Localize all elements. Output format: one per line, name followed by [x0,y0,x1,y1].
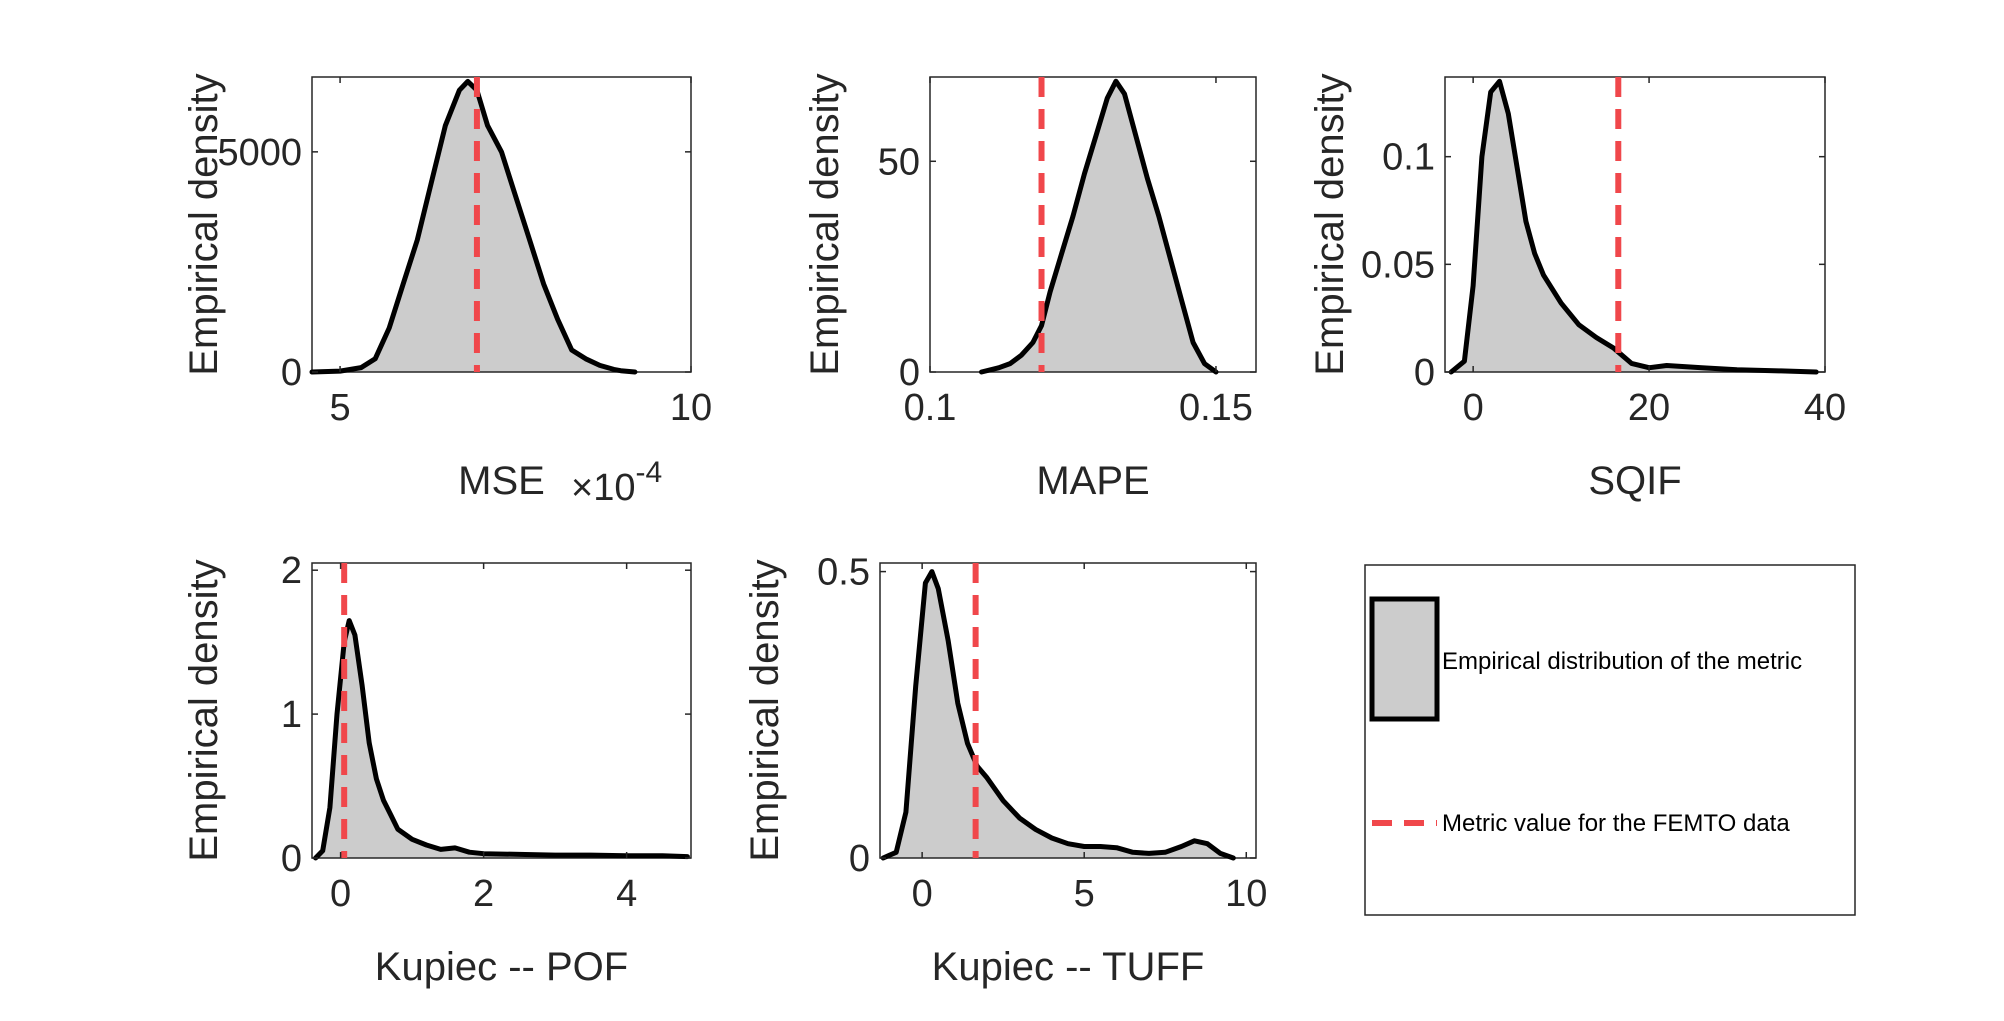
y-axis-label: Empirical density [803,73,847,375]
subplot-5: 0 5 10 0 0.5 Kupiec -- TUFF Empirical density [743,552,1267,989]
legend: Empirical distribution of the metric Met… [1364,564,1856,916]
x-tick-label: 5 [1074,873,1095,915]
legend-frame [1364,564,1856,916]
axes-box [929,76,1257,373]
subplot-3: 0 20 40 0 0.05 0.1 SQIF Empirical density [1308,73,1846,503]
density-area [312,81,635,373]
legend-item-distribution-label: Empirical distribution of the metric [1442,648,1802,675]
density-area [1451,81,1817,373]
y-axis-label: Empirical density [182,559,226,861]
subplot-1: 5 10 0 5000 MSE Empirical density ×10-4 [182,73,712,509]
x-tick-label: 0.1 [904,387,957,429]
y-tick-label: 50 [878,141,920,183]
x-tick-label: 20 [1628,387,1670,429]
density-curve [979,78,1219,375]
x-tick-label: 4 [616,873,637,915]
x-tick-label: 0 [330,873,351,915]
axes-box [311,76,692,373]
axes-box [1444,76,1826,373]
y-tick-label: 0 [899,352,920,394]
density-curve [309,78,638,375]
y-tick-label: 2 [281,550,302,592]
y-tick-label: 0 [1414,352,1435,394]
x-axis-label: Kupiec -- POF [375,945,628,989]
legend-item-reference-label: Metric value for the FEMTO data [1442,810,1790,837]
x-tick-label: 0 [912,873,933,915]
y-tick-label: 0.05 [1361,244,1435,286]
y-tick-label: 1 [281,694,302,736]
x-tick-label: 40 [1804,387,1846,429]
density-curve [1448,78,1819,375]
x-axis-label: SQIF [1588,459,1681,503]
y-tick-label: 0.1 [1382,137,1435,179]
x-axis-label: MSE [458,459,545,503]
x-tick-label: 0.15 [1179,387,1253,429]
legend-patch-swatch [1369,596,1440,722]
x-tick-label: 10 [1225,873,1267,915]
y-tick-label: 0.5 [817,552,870,594]
y-axis-label: Empirical density [1308,73,1352,375]
y-tick-label: 0 [281,838,302,880]
x-tick-label: 5 [330,387,351,429]
y-tick-label: 0 [281,352,302,394]
x-axis-exponent-power: -4 [635,456,662,489]
x-axis-label: Kupiec -- TUFF [932,945,1205,989]
y-axis-label: Empirical density [182,73,226,375]
subplot-2: 0.1 0.15 0 50 MAPE Empirical density [803,73,1257,503]
axes-box [879,562,1257,859]
x-axis-label: MAPE [1036,459,1149,503]
x-tick-label: 0 [1463,387,1484,429]
x-axis-exponent: ×10-4 [571,456,662,509]
density-area [883,571,1234,858]
x-tick-label: 2 [473,873,494,915]
y-axis-label: Empirical density [743,559,787,861]
density-area [315,620,688,858]
density-curve [880,569,1236,861]
y-tick-label: 0 [849,838,870,880]
subplot-4: 0 2 4 0 1 2 Kupiec -- POF Empirical density [182,550,692,989]
axes-box [311,562,692,859]
y-tick-label: 5000 [217,132,302,174]
density-area [981,81,1216,372]
x-tick-label: 10 [670,387,712,429]
